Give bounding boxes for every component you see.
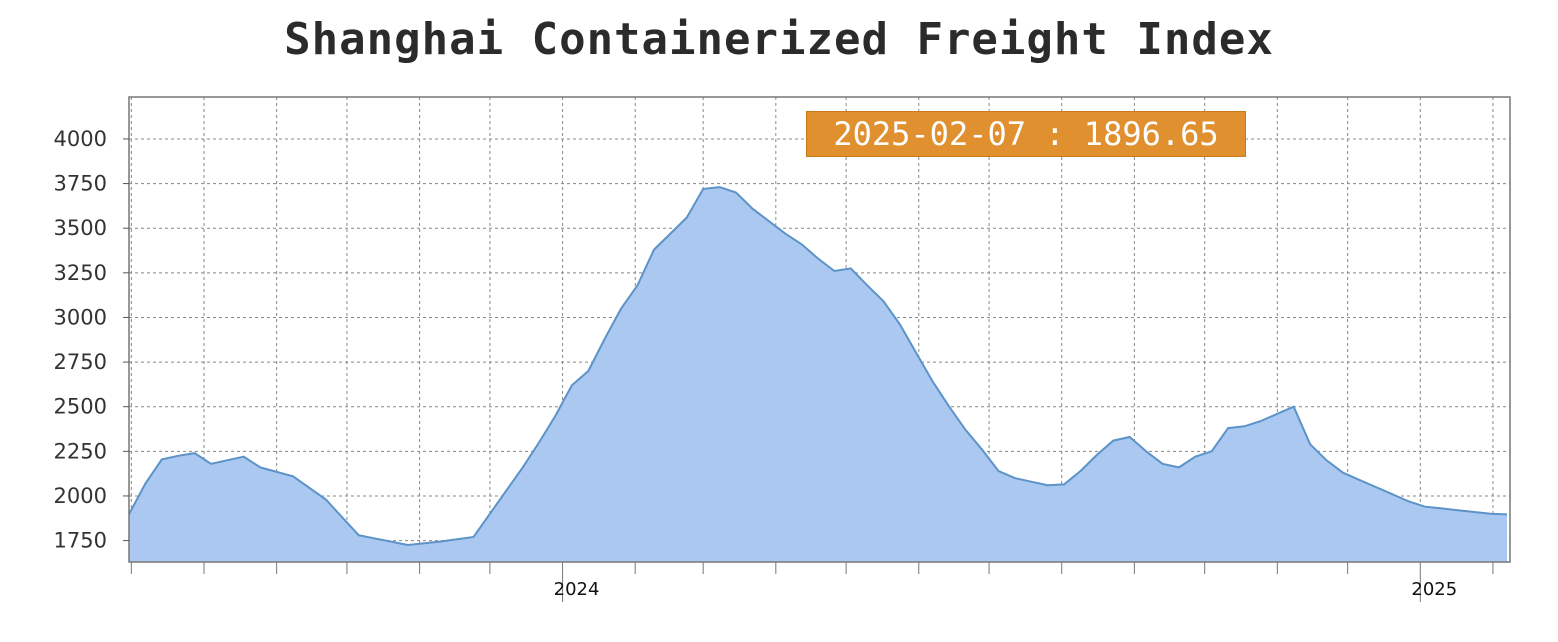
- data-point: [292, 475, 294, 477]
- y-tick-label: 1750: [54, 529, 107, 553]
- y-axis-ticks: 1750 2000 2250 2500 2750 3000 3250 3500 3750 4000: [54, 127, 129, 553]
- data-point: [210, 463, 212, 465]
- data-point: [719, 186, 721, 188]
- data-point: [505, 490, 507, 492]
- data-point: [751, 208, 753, 210]
- data-point: [1309, 443, 1311, 445]
- data-point: [686, 216, 688, 218]
- data-point: [1506, 513, 1508, 515]
- data-point: [407, 544, 409, 546]
- data-point: [1440, 507, 1442, 509]
- data-point: [850, 267, 852, 269]
- y-tick-label: 2250: [54, 439, 107, 463]
- data-point: [801, 243, 803, 245]
- data-point: [128, 513, 130, 515]
- data-point: [1112, 440, 1114, 442]
- data-point: [1424, 506, 1426, 508]
- data-point: [161, 458, 163, 460]
- data-point: [997, 470, 999, 472]
- data-point: [1194, 456, 1196, 458]
- tooltip-text: 2025-02-07 : 1896.65: [833, 115, 1219, 153]
- data-point: [784, 233, 786, 235]
- data-point: [325, 499, 327, 501]
- y-tick-label: 3000: [54, 305, 107, 329]
- data-point: [1047, 484, 1049, 486]
- data-point: [1244, 425, 1246, 427]
- data-point: [587, 370, 589, 372]
- data-point: [620, 308, 622, 310]
- data-point: [1473, 511, 1475, 513]
- value-tooltip: 2025-02-07 : 1896.65: [806, 111, 1246, 157]
- y-tick-label: 2000: [54, 484, 107, 508]
- data-point: [817, 258, 819, 260]
- index-area-fill: [129, 187, 1507, 562]
- data-point: [833, 270, 835, 272]
- data-point: [1129, 436, 1131, 438]
- data-point: [1358, 479, 1360, 481]
- data-point: [144, 482, 146, 484]
- data-point: [1260, 420, 1262, 422]
- data-point: [1211, 450, 1213, 452]
- data-point: [555, 415, 557, 417]
- data-point: [1375, 486, 1377, 488]
- y-tick-label: 2500: [54, 395, 107, 419]
- data-point: [1457, 509, 1459, 511]
- data-point: [473, 536, 475, 538]
- data-point: [899, 324, 901, 326]
- data-point: [1162, 463, 1164, 465]
- data-point: [932, 381, 934, 383]
- y-tick-label: 3750: [54, 172, 107, 196]
- data-point: [1391, 493, 1393, 495]
- data-point: [489, 513, 491, 515]
- data-point: [768, 220, 770, 222]
- y-tick-label: 3250: [54, 261, 107, 285]
- data-point: [653, 249, 655, 251]
- data-point: [965, 429, 967, 431]
- y-tick-label: 3500: [54, 216, 107, 240]
- data-point: [637, 284, 639, 286]
- data-point: [1276, 413, 1278, 415]
- data-point: [1490, 513, 1492, 515]
- y-tick-label: 4000: [54, 127, 107, 151]
- data-point: [1145, 450, 1147, 452]
- data-point: [440, 540, 442, 542]
- data-point: [177, 455, 179, 457]
- x-tick-label: 2024: [554, 579, 600, 600]
- data-point: [981, 449, 983, 451]
- data-point: [1178, 466, 1180, 468]
- data-point: [341, 516, 343, 518]
- data-point: [669, 233, 671, 235]
- data-point: [358, 534, 360, 536]
- data-point: [1063, 483, 1065, 485]
- data-point: [571, 384, 573, 386]
- data-point: [1227, 427, 1229, 429]
- data-point: [915, 352, 917, 354]
- x-axis-ticks: 2024 2025: [130, 562, 1494, 602]
- data-point: [522, 466, 524, 468]
- index-series-line: [128, 186, 1508, 547]
- chart-title: Shanghai Containerized Freight Index: [284, 14, 1274, 65]
- data-point: [604, 338, 606, 340]
- data-point: [194, 452, 196, 454]
- data-point: [948, 406, 950, 408]
- data-point: [1014, 477, 1016, 479]
- data-point: [1342, 472, 1344, 474]
- data-point: [1030, 481, 1032, 483]
- data-point: [735, 191, 737, 193]
- data-point: [1326, 459, 1328, 461]
- data-point: [866, 284, 868, 286]
- data-point: [243, 456, 245, 458]
- x-tick-label: 2025: [1411, 579, 1457, 600]
- data-point: [1079, 470, 1081, 472]
- data-point: [538, 441, 540, 443]
- data-point: [883, 300, 885, 302]
- data-point: [1293, 406, 1295, 408]
- y-tick-label: 2750: [54, 350, 107, 374]
- data-point: [1096, 454, 1098, 456]
- data-point: [1408, 500, 1410, 502]
- data-point: [702, 188, 704, 190]
- data-point: [259, 466, 261, 468]
- plot-frame: [128, 96, 1511, 563]
